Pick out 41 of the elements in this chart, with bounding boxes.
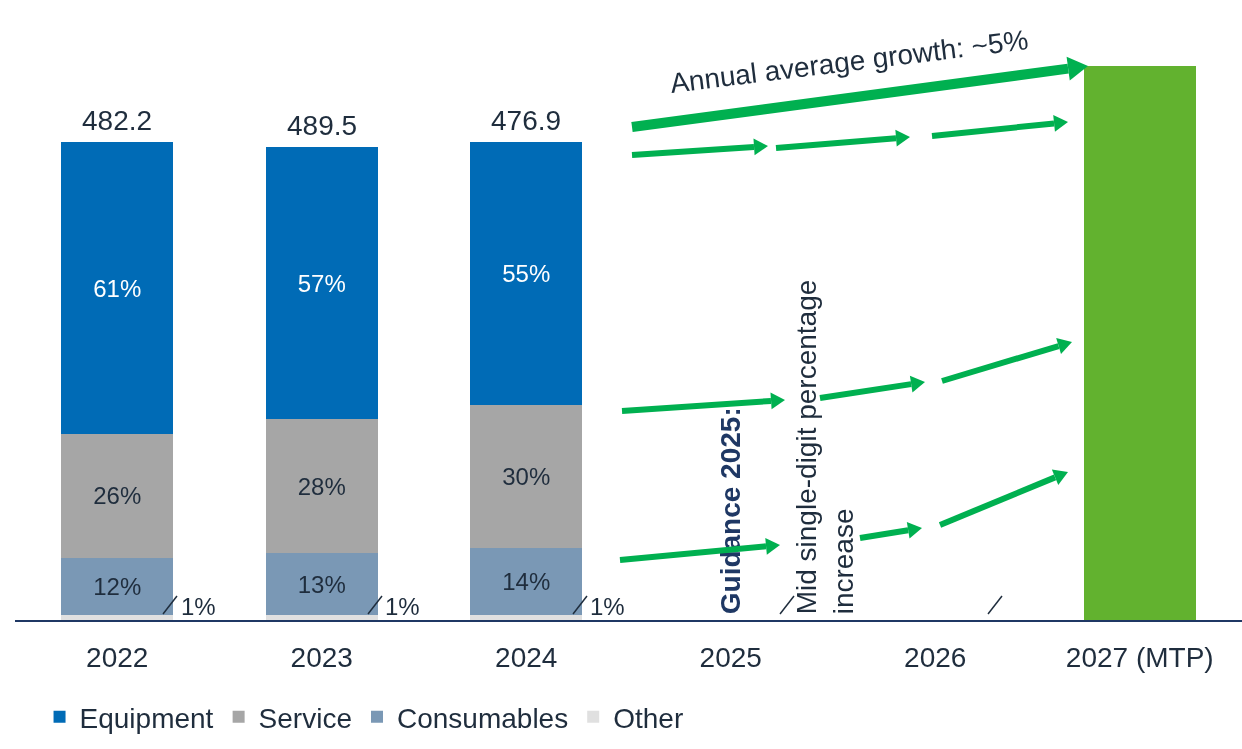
data-label: 61% (93, 274, 142, 302)
data-label: 12% (93, 573, 142, 601)
legend-label: Service (258, 702, 352, 734)
x-tick-label: 2025 (699, 642, 762, 674)
annotation: 476.9 (491, 105, 562, 136)
bar (470, 615, 583, 620)
data-label: 55% (502, 260, 551, 288)
data-label: 1% (590, 593, 625, 620)
bar (61, 433, 174, 558)
annotation: Mid single-digit percentage increase (791, 279, 859, 615)
data-label: 30% (502, 463, 551, 491)
annotation: 489.5 (287, 110, 358, 141)
bar (470, 548, 583, 616)
data-label: 14% (502, 568, 551, 596)
x-tick-label: 2022 (86, 642, 149, 674)
data-label: 28% (297, 472, 346, 500)
legend-label: Other (613, 702, 684, 734)
bar (61, 557, 174, 616)
x-tick-label: 2023 (290, 642, 353, 674)
bar (1083, 65, 1196, 620)
bar (265, 553, 378, 616)
x-tick-label: 2027 (MTP) (1065, 642, 1214, 674)
annotation: 482.2 (82, 105, 153, 136)
data-label: 1% (385, 593, 420, 620)
x-tick-label: 2026 (904, 642, 967, 674)
bar (265, 147, 378, 420)
bar (470, 142, 583, 406)
bar (470, 405, 583, 549)
bar (265, 419, 378, 554)
annotation: Guidance 2025: (715, 407, 747, 615)
data-label: 1% (181, 593, 216, 620)
annotation: Annual average growth: ~5% (668, 24, 1030, 99)
bar (61, 615, 174, 620)
data-label: 57% (297, 269, 346, 297)
data-label: 13% (297, 570, 346, 598)
legend-label: Consumables (397, 702, 569, 734)
x-tick-label: 2024 (495, 642, 558, 674)
bar (61, 142, 174, 434)
bar (265, 615, 378, 620)
legend-label: Equipment (79, 702, 214, 734)
data-label: 26% (93, 482, 142, 510)
